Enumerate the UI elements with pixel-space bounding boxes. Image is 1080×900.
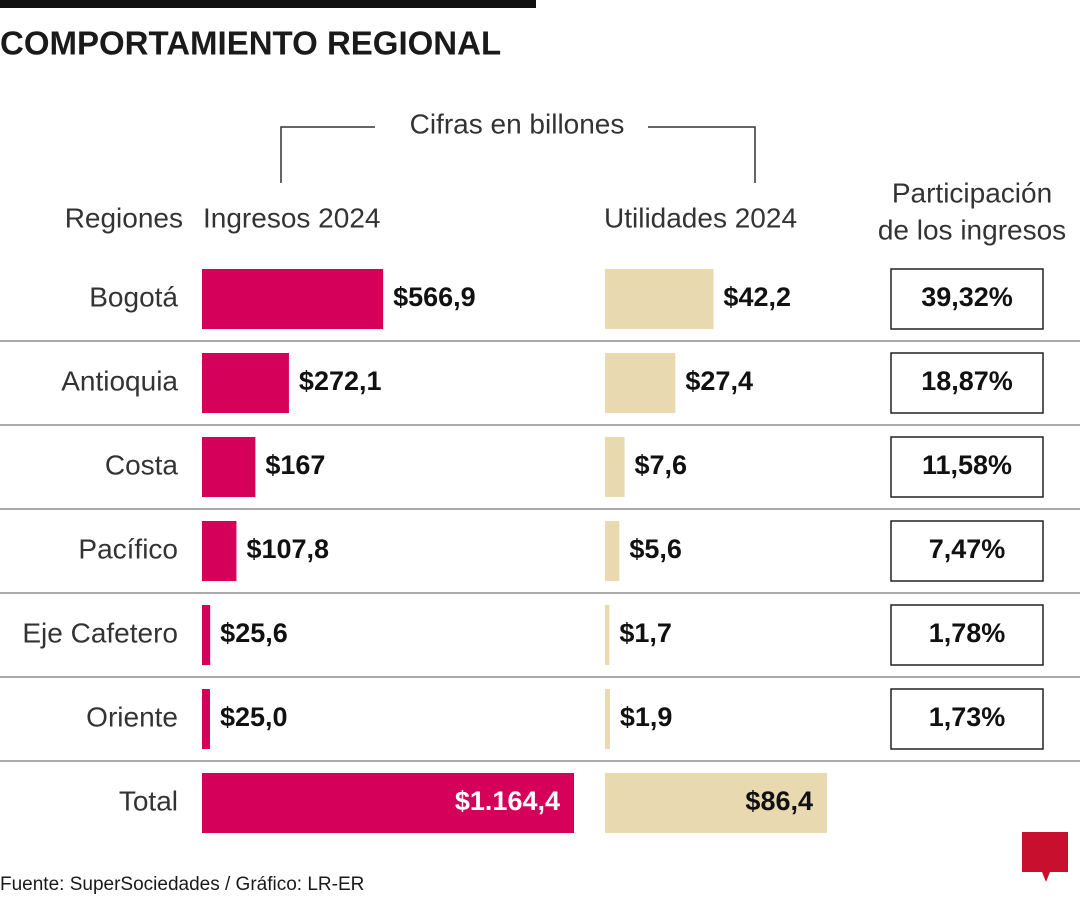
- bracket: [280, 126, 756, 183]
- share-header: de los ingresos: [878, 214, 1066, 245]
- bar: [605, 353, 676, 413]
- bar: [202, 605, 211, 665]
- share-label: 11,58%: [922, 450, 1012, 480]
- share-label: 7,47%: [929, 534, 1006, 564]
- chart-title: COMPORTAMIENTO REGIONAL: [0, 25, 501, 62]
- logo-badge: [1022, 832, 1068, 882]
- value-label: $1,7: [619, 618, 672, 648]
- share-header: Participación: [892, 177, 1052, 208]
- bar: [202, 521, 237, 581]
- bar: [605, 437, 625, 497]
- bar: [202, 437, 256, 497]
- share-label: 1,73%: [929, 702, 1006, 732]
- category-header: Regiones: [65, 202, 183, 233]
- share-box: [890, 520, 1044, 582]
- bar: [202, 269, 384, 329]
- value-label: $566,9: [393, 282, 476, 312]
- share-box: [890, 604, 1044, 666]
- value-label: $7,6: [635, 450, 688, 480]
- category-label: Bogotá: [89, 281, 178, 312]
- share-box: [890, 436, 1044, 498]
- total-label: Total: [119, 785, 178, 816]
- value-label: $272,1: [299, 366, 382, 396]
- share-box: [890, 268, 1044, 330]
- total-label: $86,4: [745, 786, 813, 816]
- category-label: Antioquia: [61, 365, 178, 396]
- bar: [202, 353, 289, 413]
- share-label: 18,87%: [921, 366, 1013, 396]
- category-label: Eje Cafetero: [22, 617, 178, 648]
- note: Cifras en billones: [410, 108, 625, 139]
- source: Fuente: SuperSociedades / Gráfico: LR-ER: [0, 874, 364, 895]
- series-header: Utilidades 2024: [604, 202, 797, 233]
- value-label: $25,6: [220, 618, 288, 648]
- value-label: $167: [265, 450, 325, 480]
- value-label: $42,2: [723, 282, 791, 312]
- share-label: 1,78%: [929, 618, 1006, 648]
- bar: [605, 521, 620, 581]
- value-label: $27,4: [685, 366, 753, 396]
- bar: [605, 605, 610, 665]
- bar: [202, 689, 210, 749]
- share-box: [890, 352, 1044, 414]
- value-label: $1,9: [620, 702, 673, 732]
- series-header: Ingresos 2024: [203, 202, 380, 233]
- bar: [605, 269, 714, 329]
- category-label: Costa: [105, 449, 179, 480]
- value-label: $107,8: [246, 534, 329, 564]
- category-label: Pacífico: [78, 533, 178, 564]
- share-box: [890, 688, 1044, 750]
- total-bar: [605, 773, 827, 833]
- share-label: 39,32%: [921, 282, 1013, 312]
- total-bar: [202, 773, 574, 833]
- bar: [605, 689, 610, 749]
- value-label: $5,6: [629, 534, 682, 564]
- category-label: Oriente: [86, 701, 178, 732]
- value-label: $25,0: [220, 702, 288, 732]
- total-label: $1.164,4: [455, 786, 560, 816]
- top-rule: [0, 0, 536, 8]
